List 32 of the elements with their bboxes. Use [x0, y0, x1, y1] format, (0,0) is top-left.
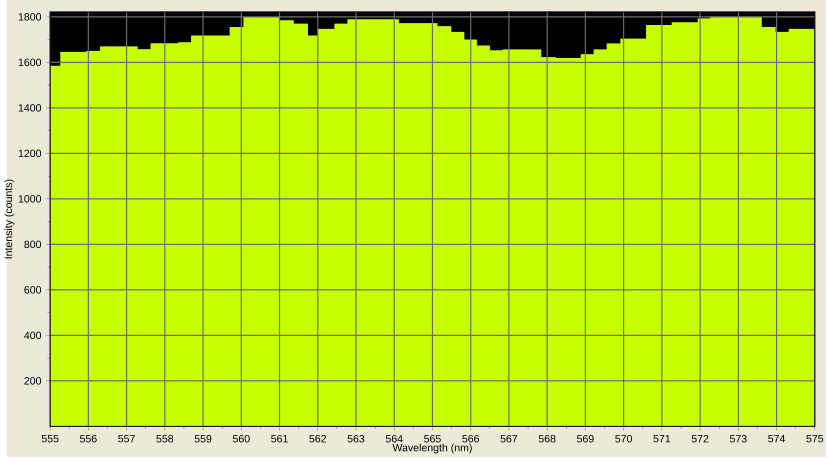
x-tick-label: 564: [386, 435, 403, 443]
x-tick-label: 573: [730, 435, 747, 443]
y-tick-label: 400: [24, 332, 42, 340]
x-tick-label: 561: [271, 435, 288, 443]
x-tick-label: 571: [653, 435, 670, 442]
y-tick-label: 1800: [18, 13, 42, 21]
x-tick-label: 565: [424, 435, 441, 443]
x-tick-label: 572: [692, 435, 708, 443]
x-tick-label: 562: [309, 435, 326, 443]
x-tick-label: 560: [232, 435, 250, 443]
y-tick-label: 1200: [18, 150, 42, 158]
x-axis-title: Wavelength (nm): [392, 444, 472, 454]
x-tick-label: 558: [156, 435, 174, 443]
x-tick-label: 555: [42, 435, 58, 442]
x-tick-label: 563: [348, 435, 364, 443]
x-tick-label: 574: [768, 435, 786, 442]
y-tick-label: 1000: [18, 195, 42, 203]
x-tick-label: 575: [806, 435, 824, 442]
x-tick-label: 556: [80, 435, 97, 443]
y-tick-label: 200: [24, 377, 42, 385]
x-tick-label: 566: [462, 435, 480, 443]
x-tick-label: 570: [615, 435, 632, 443]
x-tick-label: 559: [194, 435, 212, 443]
x-tick-label: 557: [118, 435, 135, 442]
y-tick-label: 800: [24, 240, 42, 248]
y-tick-label: 1600: [18, 58, 42, 66]
x-tick-label: 569: [577, 435, 594, 443]
y-tick-label: 1400: [18, 104, 42, 112]
y-axis-title: Intensity (counts): [4, 180, 14, 258]
x-tick-label: 568: [538, 435, 556, 443]
y-tick-label: 600: [24, 286, 42, 294]
x-tick-label: 567: [500, 435, 518, 443]
